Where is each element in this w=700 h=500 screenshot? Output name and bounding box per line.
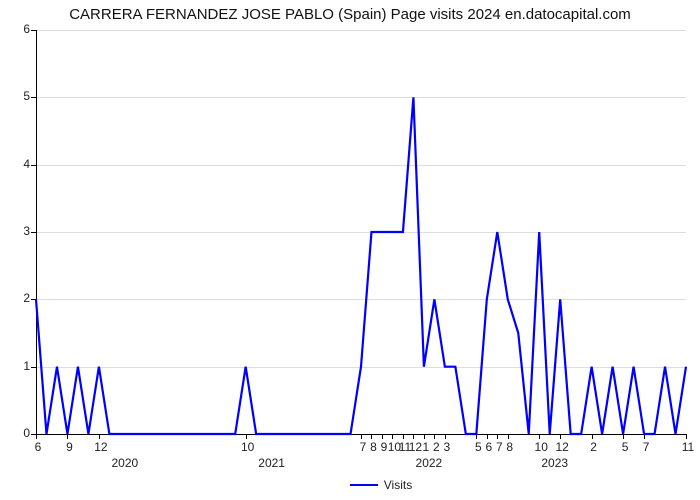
x-tick <box>560 434 561 439</box>
y-tick-label: 1 <box>6 359 30 373</box>
x-year-label: 2023 <box>530 456 580 470</box>
x-year-label: 2022 <box>404 456 454 470</box>
x-tick <box>413 434 414 439</box>
x-tick <box>686 434 687 439</box>
x-tick <box>592 434 593 439</box>
x-tick <box>508 434 509 439</box>
x-tick-label: 11 <box>678 440 698 454</box>
x-tick <box>392 434 393 439</box>
x-tick-label: 8 <box>500 440 520 454</box>
x-tick <box>67 434 68 439</box>
x-tick <box>403 434 404 439</box>
legend-label: Visits <box>384 478 412 492</box>
x-tick-label: 9 <box>59 440 79 454</box>
x-tick <box>371 434 372 439</box>
y-tick-label: 2 <box>6 291 30 305</box>
x-tick <box>99 434 100 439</box>
visits-line <box>36 30 686 434</box>
plot-area: 0123456691210789101112123567810122571120… <box>36 30 686 434</box>
x-tick-label: 5 <box>615 440 635 454</box>
x-year-label: 2021 <box>247 456 297 470</box>
x-tick <box>36 434 37 439</box>
x-tick-label: 3 <box>437 440 457 454</box>
x-tick <box>487 434 488 439</box>
x-tick <box>434 434 435 439</box>
x-tick-label: 10 <box>531 440 551 454</box>
x-tick <box>497 434 498 439</box>
chart-legend: Visits <box>321 476 441 494</box>
chart-title: CARRERA FERNANDEZ JOSE PABLO (Spain) Pag… <box>0 6 700 23</box>
x-tick-label: 12 <box>552 440 572 454</box>
x-tick <box>424 434 425 439</box>
y-tick-label: 6 <box>6 22 30 36</box>
x-tick <box>382 434 383 439</box>
x-tick-label: 2 <box>584 440 604 454</box>
x-year-label: 2020 <box>100 456 150 470</box>
x-tick <box>623 434 624 439</box>
x-tick <box>361 434 362 439</box>
y-tick-label: 4 <box>6 157 30 171</box>
y-tick-label: 3 <box>6 224 30 238</box>
x-tick-label: 7 <box>636 440 656 454</box>
y-tick-label: 0 <box>6 426 30 440</box>
x-tick-label: 10 <box>238 440 258 454</box>
x-tick-label: 6 <box>28 440 48 454</box>
x-tick <box>539 434 540 439</box>
legend-swatch <box>350 484 378 486</box>
y-tick-label: 5 <box>6 89 30 103</box>
page-visits-chart: CARRERA FERNANDEZ JOSE PABLO (Spain) Pag… <box>0 0 700 500</box>
x-tick <box>246 434 247 439</box>
x-tick-label: 12 <box>91 440 111 454</box>
x-tick <box>445 434 446 439</box>
